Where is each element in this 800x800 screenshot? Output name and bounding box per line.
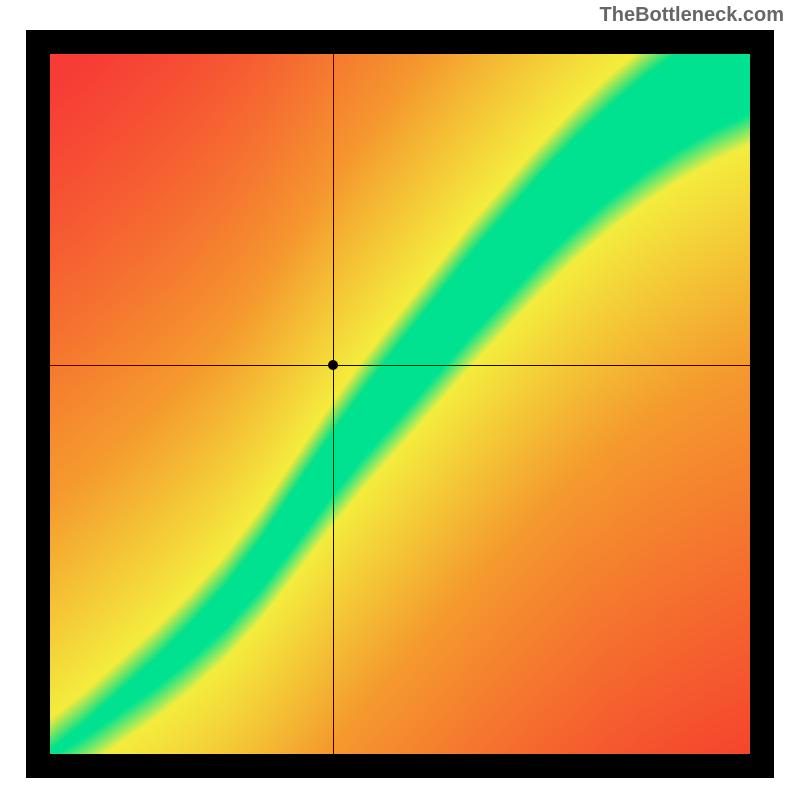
crosshair-horizontal xyxy=(50,365,750,366)
data-point-marker xyxy=(328,360,338,370)
attribution-text: TheBottleneck.com xyxy=(600,4,784,27)
crosshair-vertical xyxy=(333,54,334,754)
heatmap-plot xyxy=(50,54,750,754)
chart-container: TheBottleneck.com xyxy=(0,0,800,800)
plot-frame xyxy=(26,30,774,778)
heatmap-canvas xyxy=(50,54,750,754)
